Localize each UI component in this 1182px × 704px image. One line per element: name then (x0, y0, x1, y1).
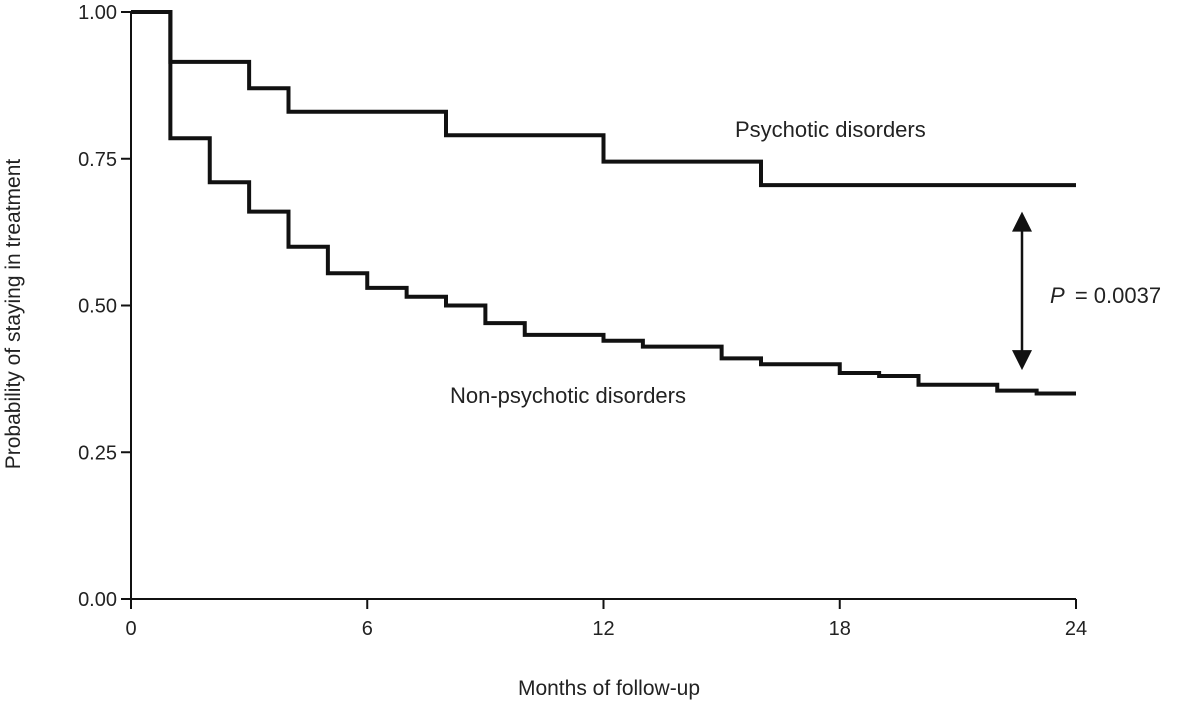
y-tick-label: 0.75 (78, 149, 117, 171)
y-tick-label: 1.00 (78, 2, 117, 24)
series-label-psychotic: Psychotic disorders (735, 117, 926, 142)
series-label-non-psychotic: Non-psychotic disorders (450, 383, 686, 408)
double-arrow (1012, 211, 1032, 371)
y-tick-label: 0.25 (78, 442, 117, 464)
arrow-head-down (1012, 350, 1032, 371)
x-tick-label: 0 (125, 618, 136, 640)
x-tick-label: 6 (362, 618, 373, 640)
series-line-non-psychotic (131, 10, 1076, 396)
p-value-text: P = 0.0037 (1050, 283, 1161, 308)
x-axis-title: Months of follow-up (518, 677, 700, 700)
y-tick-label: 0.50 (78, 296, 117, 318)
p-value-annotation: P = 0.0037 (1050, 283, 1161, 308)
series-line-psychotic (131, 10, 1076, 188)
arrow-head-up (1012, 211, 1032, 232)
p-symbol: P (1050, 283, 1065, 308)
series-layer (131, 10, 1076, 396)
x-tick-label: 24 (1065, 618, 1087, 640)
x-tick-label: 18 (829, 618, 851, 640)
axes (130, 12, 1076, 600)
x-ticks: 0 6 12 18 24 (125, 599, 1087, 640)
y-axis-title: Probability of staying in treatment (2, 159, 25, 470)
p-value: = 0.0037 (1075, 283, 1161, 308)
y-tick-label: 0.00 (78, 589, 117, 611)
y-ticks: 0.00 0.25 0.50 0.75 1.00 (78, 2, 131, 611)
x-tick-label: 12 (592, 618, 614, 640)
